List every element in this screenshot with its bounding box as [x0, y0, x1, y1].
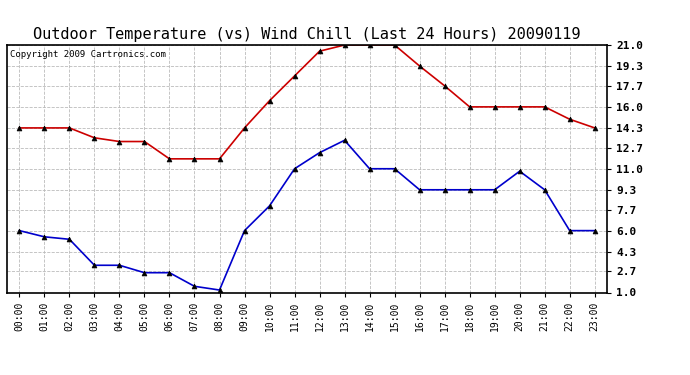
Text: Copyright 2009 Cartronics.com: Copyright 2009 Cartronics.com	[10, 50, 166, 59]
Title: Outdoor Temperature (vs) Wind Chill (Last 24 Hours) 20090119: Outdoor Temperature (vs) Wind Chill (Las…	[33, 27, 581, 42]
